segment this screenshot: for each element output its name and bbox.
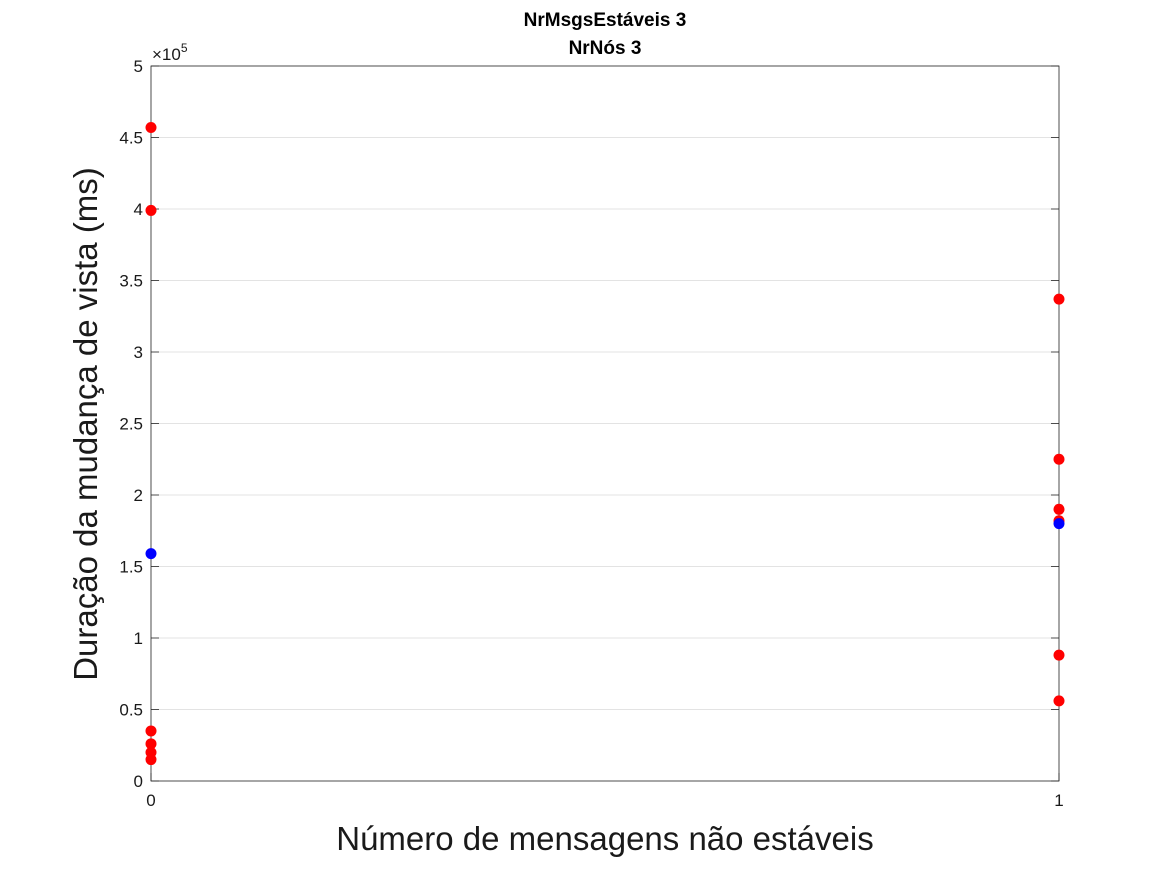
data-point xyxy=(1053,293,1065,305)
y-exponent-label: ×105 xyxy=(152,41,188,64)
x-axis-label: Número de mensagens não estáveis xyxy=(336,820,873,857)
y-tick-label: 1 xyxy=(134,629,143,648)
y-tick-label: 2.5 xyxy=(119,415,143,434)
y-axis-label: Duração da mudança de vista (ms) xyxy=(67,167,104,681)
data-point xyxy=(145,754,157,766)
y-tick-label: 3.5 xyxy=(119,272,143,291)
y-tick-label: 0.5 xyxy=(119,701,143,720)
y-tick-label: 4.5 xyxy=(119,129,143,148)
axis-ticks: 0 0.5 1 1.5 2 2.5 3 3.5 4 4.5 5 0 1 xyxy=(119,57,1063,810)
chart-title-line-2: NrNós 3 xyxy=(569,38,642,59)
y-tick-label: 0 xyxy=(134,772,143,791)
y-tick-label: 2 xyxy=(134,486,143,505)
x-tick-label: 1 xyxy=(1054,791,1063,810)
data-point xyxy=(1053,503,1065,515)
data-points xyxy=(145,121,1065,766)
chart-title-line-1: NrMsgsEstáveis 3 xyxy=(524,10,687,31)
y-tick-label: 5 xyxy=(134,57,143,76)
data-point xyxy=(145,738,157,750)
data-point xyxy=(1053,518,1065,530)
y-exponent-power: 5 xyxy=(181,41,188,55)
x-tick-label: 0 xyxy=(146,791,155,810)
data-point xyxy=(145,121,157,133)
y-tick-label: 1.5 xyxy=(119,558,143,577)
y-tick-label: 4 xyxy=(134,200,143,219)
data-point xyxy=(145,204,157,216)
data-point xyxy=(1053,453,1065,465)
y-exponent-base: ×10 xyxy=(152,45,181,64)
data-point xyxy=(1053,649,1065,661)
data-point xyxy=(145,548,157,560)
y-tick-label: 3 xyxy=(134,343,143,362)
data-point xyxy=(1053,695,1065,707)
data-point xyxy=(145,725,157,737)
